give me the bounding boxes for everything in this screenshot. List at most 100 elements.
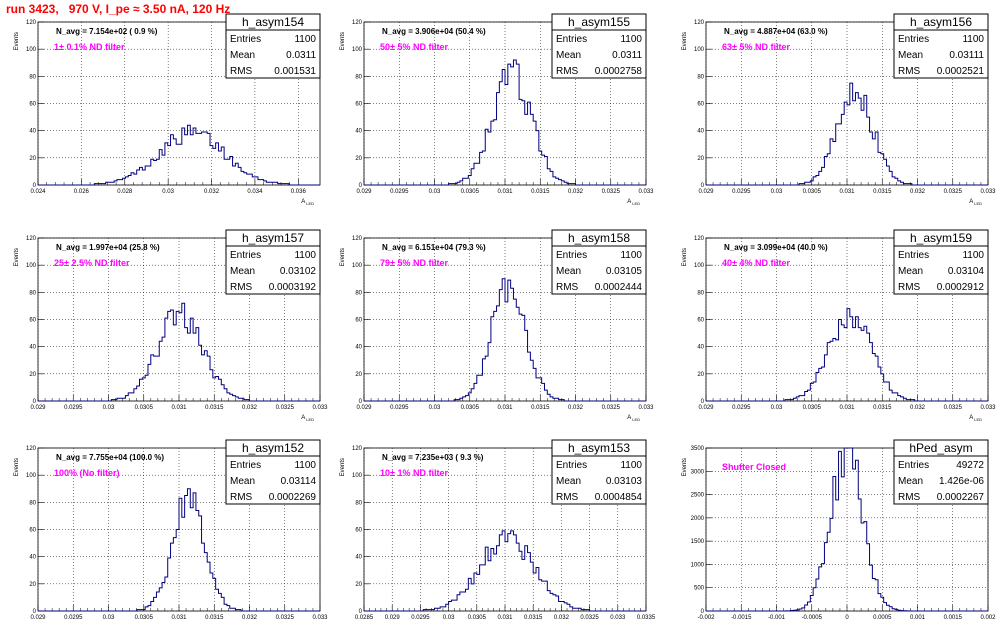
x-tick-label: 0.026 [74, 189, 90, 195]
y-axis-title: Events [14, 32, 20, 50]
y-tick-label: 60 [697, 318, 704, 324]
stats-mean-label: Mean [898, 476, 923, 487]
y-tick-label: 120 [352, 446, 363, 452]
x-tick-label: 0.0335 [637, 615, 656, 621]
histogram-name: hPed_asym [909, 441, 972, 455]
filter-annotation: 40± 4% ND filter [722, 258, 790, 268]
histogram-name: h_asym155 [568, 15, 630, 29]
y-tick-label: 80 [29, 290, 36, 296]
stats-rms-label: RMS [898, 66, 921, 77]
y-tick-label: 1000 [691, 562, 705, 568]
y-axis-title: Events [682, 32, 688, 50]
stats-entries-value: 1100 [294, 34, 316, 45]
x-tick-label: 0.032 [242, 405, 258, 411]
histogram-name: h_asym158 [568, 231, 630, 245]
y-tick-label: 80 [697, 290, 704, 296]
x-tick-label: 0.0315 [205, 405, 224, 411]
histogram-curve [364, 530, 646, 612]
y-tick-label: 120 [26, 236, 37, 242]
y-tick-label: 120 [26, 20, 37, 26]
x-tick-label: 0.0295 [390, 405, 409, 411]
stats-rms-label: RMS [556, 282, 579, 293]
y-tick-label: 60 [29, 102, 36, 108]
x-tick-label: 0.032 [910, 189, 926, 195]
histogram-curve [364, 59, 646, 186]
x-tick-label: 0.0325 [944, 405, 963, 411]
stats-box [225, 439, 321, 505]
y-tick-label: 120 [694, 236, 705, 242]
y-tick-label: 120 [352, 236, 363, 242]
stats-entries-label: Entries [230, 460, 261, 471]
stats-box [225, 229, 321, 295]
histogram-curve [706, 308, 988, 402]
y-tick-label: 80 [355, 290, 362, 296]
histogram-name: h_asym157 [242, 231, 304, 245]
stats-entries-label: Entries [230, 250, 261, 261]
histogram-panel-h_asym156: 0.029 0.0295 0.03 0.0305 0.031 0.0315 0.032 0.0… [682, 13, 996, 206]
y-axis-title: Events [14, 248, 20, 266]
histogram-curve [38, 302, 320, 402]
histogram-name: h_asym153 [568, 441, 630, 455]
x-tick-label: 0.03 [429, 189, 441, 195]
histogram-name: h_asym154 [242, 15, 304, 29]
stats-rms-value: 0.0004854 [595, 492, 643, 503]
histogram-name: h_asym156 [910, 15, 972, 29]
x-tick-label: 0.0315 [524, 615, 543, 621]
stats-entries-value: 49272 [956, 460, 984, 471]
x-tick-label: 0.031 [839, 405, 855, 411]
stats-rms-value: 0.0002267 [937, 492, 985, 503]
filter-annotation: Shutter Closed [722, 462, 786, 472]
y-tick-label: 40 [697, 129, 704, 135]
stats-box [893, 13, 989, 79]
stats-rms-label: RMS [556, 492, 579, 503]
x-tick-label: 0.0305 [135, 405, 154, 411]
stats-mean-value: 0.03104 [948, 266, 985, 277]
x-tick-label: 0.034 [247, 189, 263, 195]
y-tick-label: 0 [33, 609, 37, 615]
y-tick-label: 100 [694, 263, 705, 269]
x-tick-label: 0.029 [385, 615, 401, 621]
y-tick-label: 80 [29, 500, 36, 506]
x-tick-label: 0.0295 [411, 615, 430, 621]
stats-mean-value: 0.03111 [949, 50, 984, 61]
stats-mean-value: 0.03114 [281, 476, 317, 487]
x-tick-label: 0.03 [162, 189, 174, 195]
y-tick-label: 60 [355, 528, 362, 534]
stats-mean-value: 0.03102 [280, 266, 317, 277]
x-tick-label: 0 [845, 615, 849, 621]
stats-entries-label: Entries [556, 250, 587, 261]
y-tick-label: 20 [697, 372, 704, 378]
x-tick-label: 0.0295 [390, 189, 409, 195]
histogram-panel-hPed_asym: -0.002 -0.0015 -0.001 -0.0005 0 0.0005 0.001 0.… [682, 439, 996, 621]
stats-entries-label: Entries [898, 34, 929, 45]
x-tick-label: 0.032 [242, 615, 258, 621]
x-tick-label: 0.0325 [944, 189, 963, 195]
stats-mean-label: Mean [898, 50, 923, 61]
stats-entries-value: 1100 [620, 34, 642, 45]
stats-rms-label: RMS [230, 492, 253, 503]
stats-entries-label: Entries [898, 250, 929, 261]
stats-mean-value: 0.03103 [606, 476, 643, 487]
y-tick-label: 20 [355, 156, 362, 162]
y-tick-label: 40 [29, 129, 36, 135]
stats-mean-label: Mean [556, 50, 581, 61]
y-axis-title: Events [682, 248, 688, 266]
x-tick-label: 0.0325 [580, 615, 599, 621]
y-tick-label: 60 [355, 318, 362, 324]
x-tick-label: 0.001 [910, 615, 926, 621]
stats-entries-label: Entries [230, 34, 261, 45]
stats-entries-value: 1100 [620, 250, 642, 261]
histogram-curve [38, 488, 320, 612]
histogram-panel-h_asym152: 0.029 0.0295 0.03 0.0305 0.031 0.0315 0.032 0.0… [14, 439, 328, 621]
y-tick-label: 20 [29, 156, 36, 162]
x-axis-title: ALED [627, 199, 640, 206]
histogram-panel-h_asym159: 0.029 0.0295 0.03 0.0305 0.031 0.0315 0.032 0.0… [682, 229, 996, 422]
x-tick-label: 0.0315 [531, 405, 550, 411]
x-tick-label: 0.0295 [64, 405, 83, 411]
y-tick-label: 3500 [691, 446, 705, 452]
x-axis-title: ALED [969, 199, 982, 206]
stats-rms-value: 0.0002444 [595, 282, 643, 293]
x-tick-label: 0.032 [204, 189, 220, 195]
navg-annotation: N_avg = 1.997e+04 (25.8 %) [56, 243, 160, 252]
stats-rms-value: 0.0002521 [937, 66, 985, 77]
